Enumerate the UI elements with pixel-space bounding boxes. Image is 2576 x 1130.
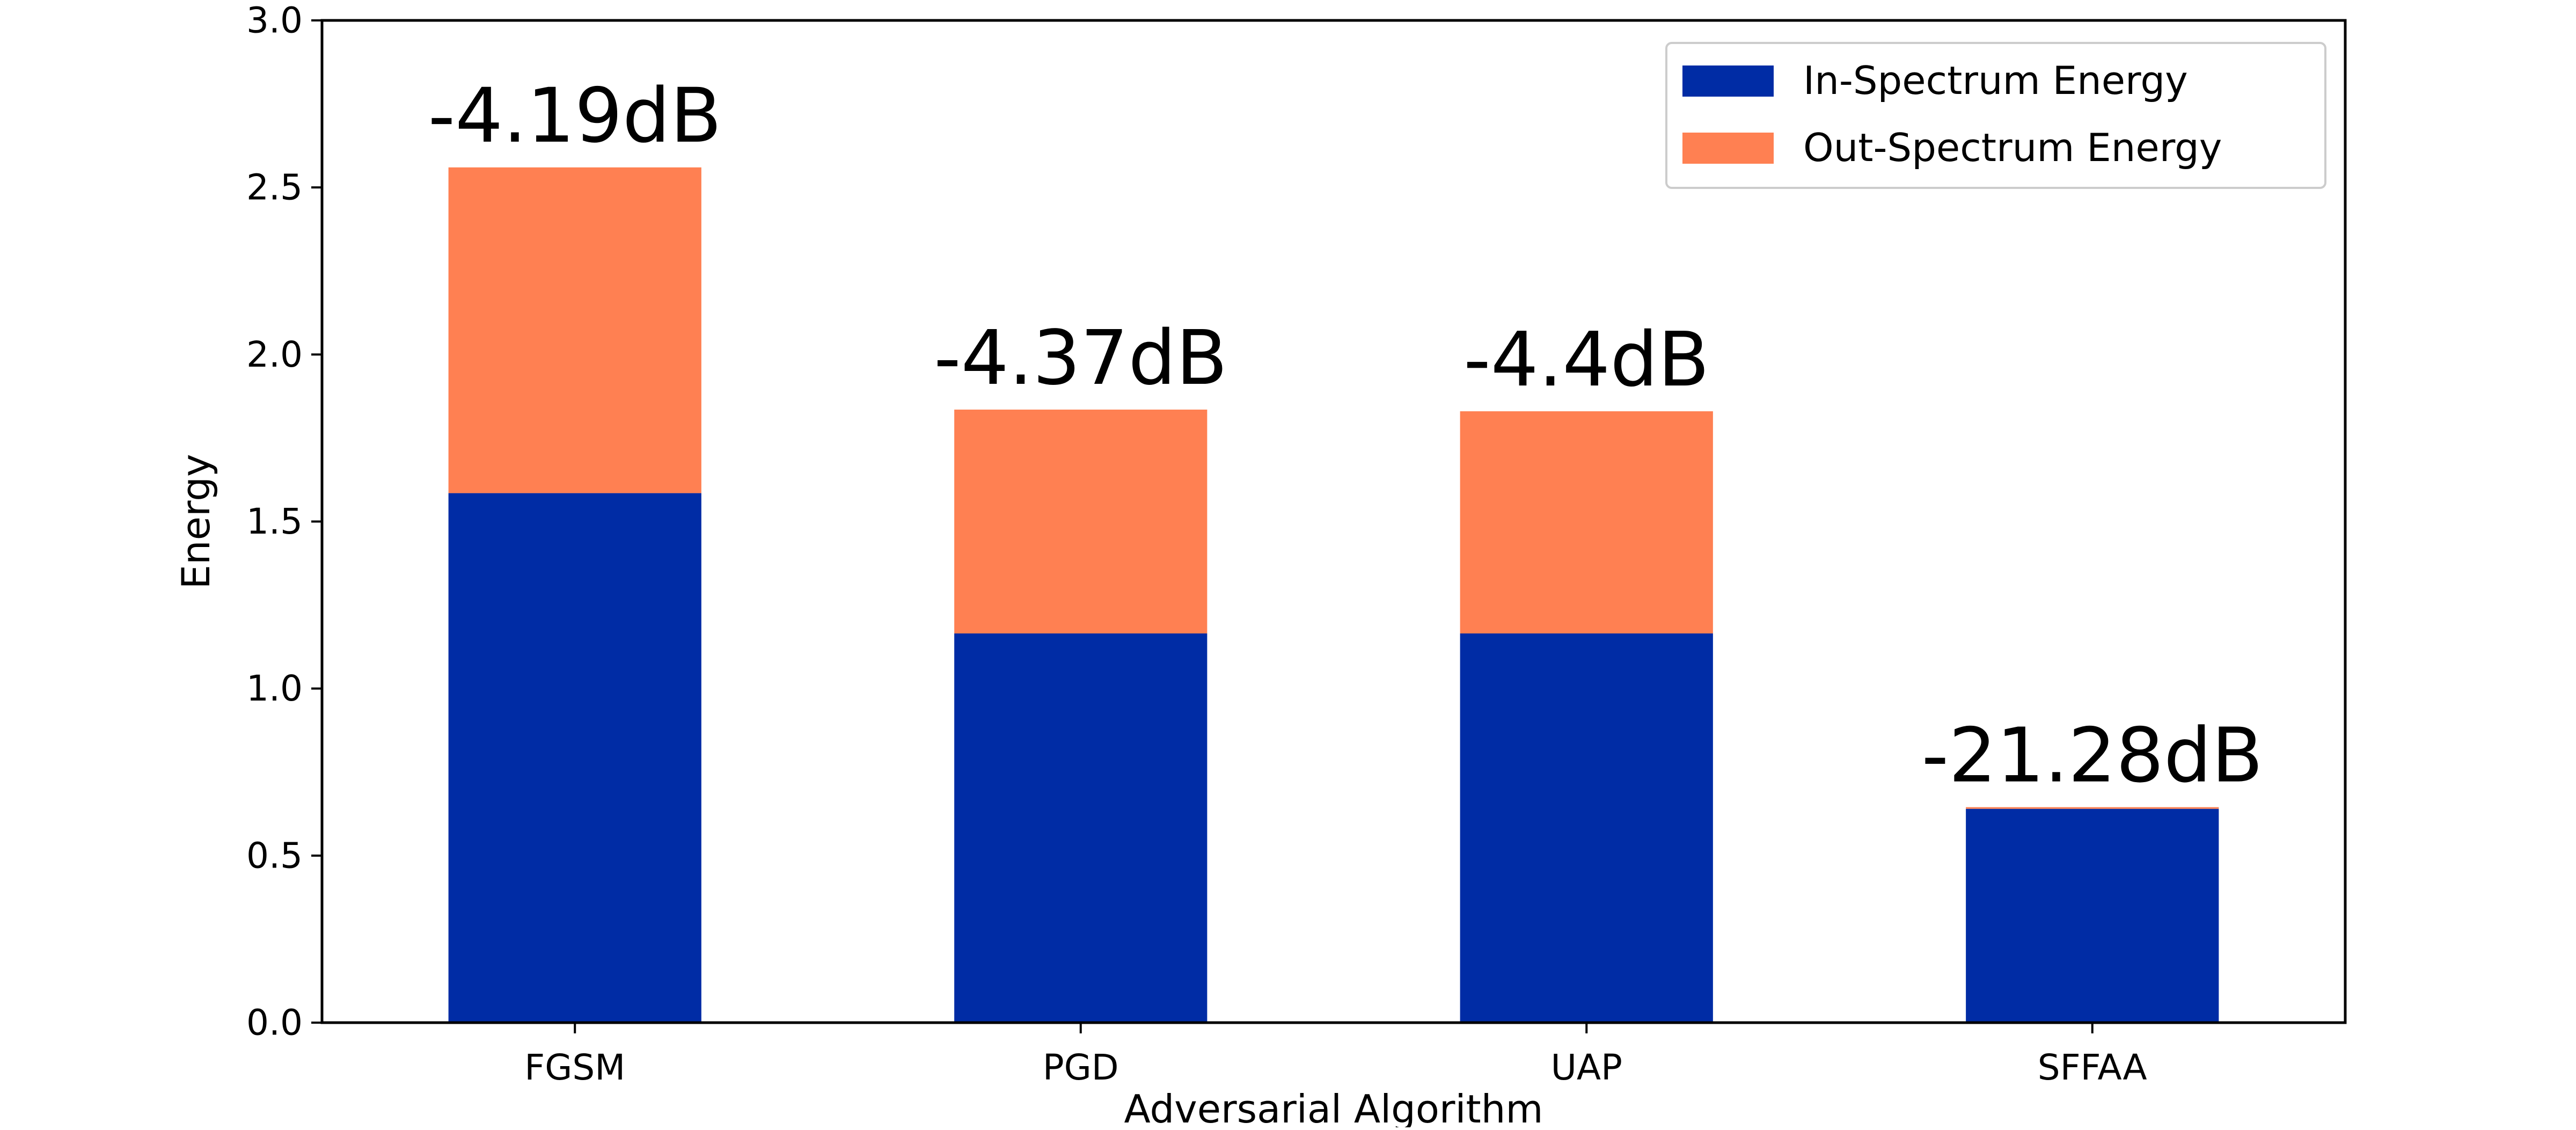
legend-label-out-spectrum: Out-Spectrum Energy xyxy=(1803,125,2222,170)
x-axis-title: Adversarial Algorithm xyxy=(1124,1087,1543,1127)
legend-label-in-spectrum: In-Spectrum Energy xyxy=(1803,58,2188,103)
legend: In-Spectrum Energy Out-Spectrum Energy xyxy=(1665,42,2326,189)
bar-annotation-sffaa: -21.28dB xyxy=(1922,712,2263,800)
bar-fgsm-series-0 xyxy=(448,493,701,1023)
y-axis-title: Energy xyxy=(173,454,218,589)
bar-uap-series-1 xyxy=(1460,411,1713,633)
bar-pgd-series-1 xyxy=(954,410,1208,633)
bar-uap-series-0 xyxy=(1460,633,1713,1023)
legend-swatch-out-spectrum xyxy=(1682,133,1774,164)
y-tick-label: 3.0 xyxy=(246,0,303,41)
axes-layer: FGSM PGD UAP SFFAA 0.0 0.5 1.0 1.5 2.0 2.5 3.0 xyxy=(246,0,2147,1088)
bar-pgd-series-0 xyxy=(954,633,1208,1023)
x-tick-label: PGD xyxy=(1043,1047,1119,1088)
y-tick-label: 1.5 xyxy=(246,501,303,542)
bar-sffaa-series-0 xyxy=(1966,808,2219,1023)
y-tick-label: 0.0 xyxy=(246,1002,303,1044)
y-tick-label: 2.5 xyxy=(246,167,303,208)
x-tick-label: UAP xyxy=(1551,1047,1622,1088)
bar-annotation-fgsm: -4.19dB xyxy=(428,72,722,160)
y-tick-label: 1.0 xyxy=(246,668,303,709)
y-tick-label: 2.0 xyxy=(246,334,303,375)
bars-layer: -4.19dB -4.37dB -4.4dB -21.28dB xyxy=(428,72,2263,1023)
x-tick-label: SFFAA xyxy=(2038,1047,2147,1088)
legend-swatch-in-spectrum xyxy=(1682,65,1774,97)
bar-fgsm-series-1 xyxy=(448,167,701,493)
legend-box xyxy=(1665,42,2326,189)
x-tick-label: FGSM xyxy=(524,1047,625,1088)
bar-annotation-pgd: -4.37dB xyxy=(934,315,1227,402)
bar-sffaa-series-1 xyxy=(1966,807,2219,809)
y-tick-label: 0.5 xyxy=(246,835,303,876)
bar-annotation-uap: -4.4dB xyxy=(1463,316,1709,404)
